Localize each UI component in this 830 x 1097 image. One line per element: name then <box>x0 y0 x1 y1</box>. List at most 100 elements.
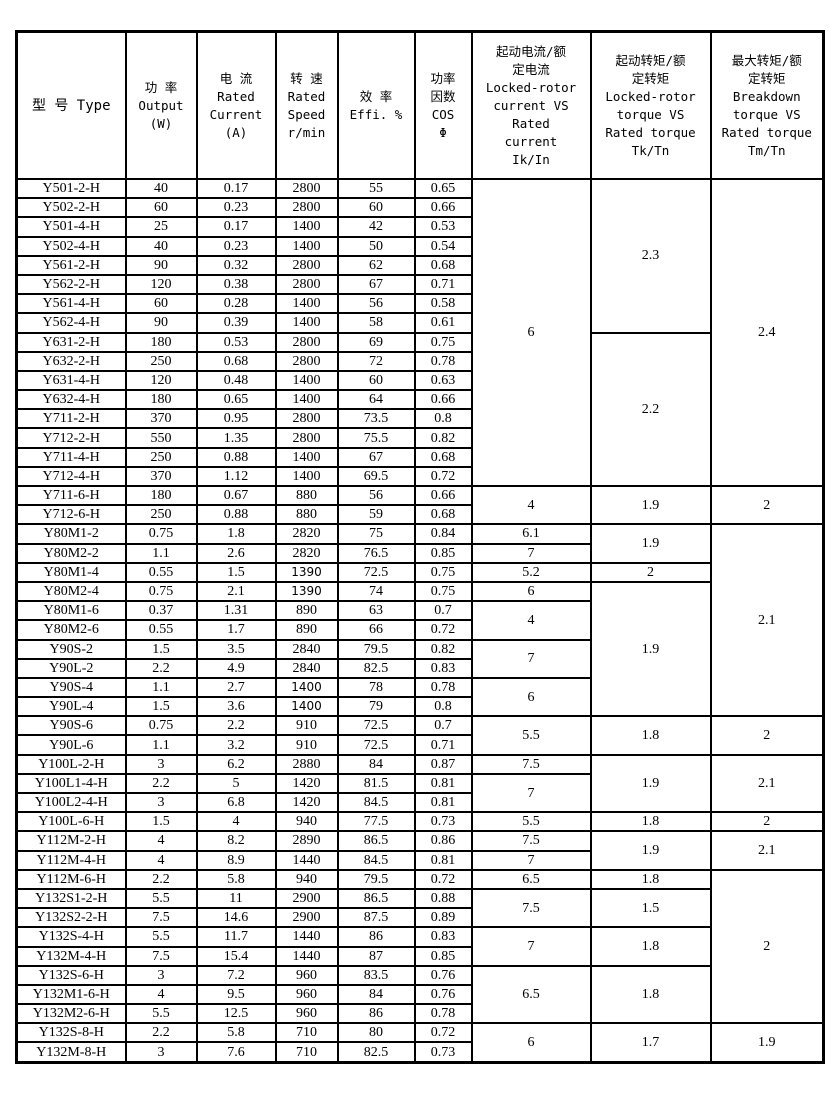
efficiency-cell: 73.5 <box>336 408 416 430</box>
table-row: Y90S-4 1.1 2.7 1400 78 0.78 6 <box>15 676 824 718</box>
table-row: Y80M2-6 0.55 1.7 890 66 0.72 <box>15 619 824 641</box>
cos-cell: 0.83 <box>413 657 473 679</box>
efficiency-cell: 69 <box>336 331 416 353</box>
table-row: Y100L-6-H 1.5 4 940 77.5 0.73 5.5 1.8 2 <box>15 811 825 833</box>
output-cell: 40 <box>124 235 198 257</box>
cos-cell: 0.8 <box>413 408 473 430</box>
output-cell: 60 <box>124 197 198 219</box>
cos-cell: 0.8 <box>413 696 473 718</box>
type-cell: Y631-2-H <box>15 331 127 353</box>
type-cell: Y711-6-H <box>15 484 127 507</box>
output-cell: 2.2 <box>124 772 198 795</box>
efficiency-cell: 72.5 <box>336 734 416 756</box>
efficiency-cell: 83.5 <box>336 964 416 986</box>
speed-cell: 1400 <box>274 312 339 334</box>
tm-tn-cell: 2.1 <box>709 523 825 718</box>
type-cell: Y100L-2-H <box>15 753 127 775</box>
current-cell: 2.1 <box>195 580 277 603</box>
current-cell: 0.95 <box>195 408 277 430</box>
current-cell: 3.5 <box>195 638 277 660</box>
speed-cell: 2840 <box>274 638 339 660</box>
table-row: Y80M1-4 0.55 1.5 1390 72.5 0.75 5.2 2 <box>15 561 824 583</box>
table-row: Y562-2-H 120 0.38 2800 67 0.71 <box>15 273 824 296</box>
output-cell: 1.5 <box>124 696 198 718</box>
type-cell: Y501-4-H <box>15 216 127 238</box>
current-cell: 0.32 <box>195 254 277 276</box>
table-row: Y90L-2 2.2 4.9 2840 82.5 0.83 <box>15 657 824 679</box>
speed-cell: 2800 <box>274 273 339 296</box>
speed-cell: 2800 <box>274 427 339 449</box>
table-row: Y561-4-H 60 0.28 1400 56 0.58 <box>15 293 824 315</box>
table-row: Y501-2-H 40 0.17 2800 55 0.65 6 2.3 2.4 <box>15 177 825 487</box>
output-cell: 0.75 <box>124 715 198 737</box>
output-cell: 0.75 <box>124 580 198 603</box>
column-header-speed: 转 速 Rated Speed r/min <box>274 30 339 180</box>
output-cell: 250 <box>124 350 198 372</box>
output-cell: 3 <box>124 964 198 986</box>
efficiency-cell: 42 <box>336 216 416 238</box>
type-cell: Y80M2-6 <box>15 619 127 641</box>
column-header-efficiency: 效 率 Effi. % <box>336 30 416 180</box>
efficiency-cell: 58 <box>336 312 416 334</box>
table-row: Y90S-6 0.75 2.2 910 72.5 0.7 5.5 1.8 2 <box>15 715 825 756</box>
type-cell: Y132S-8-H <box>15 1022 127 1044</box>
type-cell: Y90S-6 <box>15 715 127 737</box>
motor-spec-table: 型 号 Type 功 率 Output (W) 电 流 Rated Curren… <box>15 30 825 1064</box>
efficiency-cell: 86 <box>336 1003 416 1025</box>
current-cell: 0.39 <box>195 312 277 334</box>
output-cell: 3 <box>124 753 198 775</box>
type-cell: Y501-2-H <box>15 177 127 200</box>
cos-cell: 0.83 <box>413 926 473 948</box>
table-row: Y132M2-6-H 5.5 12.5 960 86 0.78 <box>15 1003 824 1025</box>
current-cell: 0.88 <box>195 446 277 468</box>
output-cell: 0.37 <box>124 600 198 622</box>
efficiency-cell: 75 <box>336 523 416 545</box>
cos-cell: 0.65 <box>413 177 473 200</box>
type-cell: Y132M1-6-H <box>15 983 127 1006</box>
output-cell: 370 <box>124 465 198 488</box>
current-cell: 9.5 <box>195 983 277 1006</box>
efficiency-cell: 84.5 <box>336 849 416 871</box>
output-cell: 3 <box>124 791 198 814</box>
speed-cell: 1400 <box>274 235 339 257</box>
type-cell: Y90S-4 <box>15 676 127 699</box>
output-cell: 1.1 <box>124 734 198 756</box>
speed-cell: 1440 <box>274 849 339 871</box>
efficiency-cell: 86 <box>336 926 416 948</box>
cos-cell: 0.78 <box>413 676 473 699</box>
current-cell: 0.17 <box>195 216 277 238</box>
speed-cell: 1400 <box>274 389 339 411</box>
output-cell: 4 <box>124 983 198 1006</box>
cos-cell: 0.72 <box>413 619 473 641</box>
table-row: Y100L-2-H 3 6.2 2880 84 0.87 7.5 1.9 2.1 <box>15 753 825 814</box>
output-cell: 1.1 <box>124 542 198 564</box>
type-cell: Y100L-6-H <box>15 811 127 833</box>
speed-cell: 1440 <box>274 926 339 948</box>
output-cell: 5.5 <box>124 1003 198 1025</box>
cos-cell: 0.78 <box>413 350 473 372</box>
tk-tn-cell: 1.8 <box>589 964 712 1025</box>
ik-in-cell: 7.5 <box>470 830 592 852</box>
efficiency-cell: 76.5 <box>336 542 416 564</box>
column-header-output: 功 率 Output (W) <box>124 30 198 180</box>
ik-in-cell: 7 <box>470 542 592 564</box>
cos-cell: 0.85 <box>413 945 473 967</box>
table-row: Y501-4-H 25 0.17 1400 42 0.53 <box>15 216 824 238</box>
speed-cell: 2840 <box>274 657 339 679</box>
speed-cell: 2800 <box>274 197 339 219</box>
type-cell: Y90L-4 <box>15 696 127 718</box>
type-cell: Y562-4-H <box>15 312 127 334</box>
cos-cell: 0.81 <box>413 772 473 795</box>
table-row: Y631-2-H 180 0.53 2800 69 0.75 2.2 <box>15 331 824 487</box>
tm-tn-cell: 2 <box>709 811 825 833</box>
efficiency-cell: 79.5 <box>336 638 416 660</box>
speed-cell: 1420 <box>274 791 339 814</box>
cos-cell: 0.68 <box>413 504 473 526</box>
tk-tn-cell: 1.9 <box>589 523 712 564</box>
table-row: Y112M-2-H 4 8.2 2890 86.5 0.86 7.5 1.9 2.1 <box>15 830 825 871</box>
cos-cell: 0.71 <box>413 273 473 296</box>
type-cell: Y561-2-H <box>15 254 127 276</box>
tk-tn-cell: 2.3 <box>589 178 712 334</box>
output-cell: 180 <box>124 389 198 411</box>
speed-cell: 1440 <box>274 945 339 967</box>
